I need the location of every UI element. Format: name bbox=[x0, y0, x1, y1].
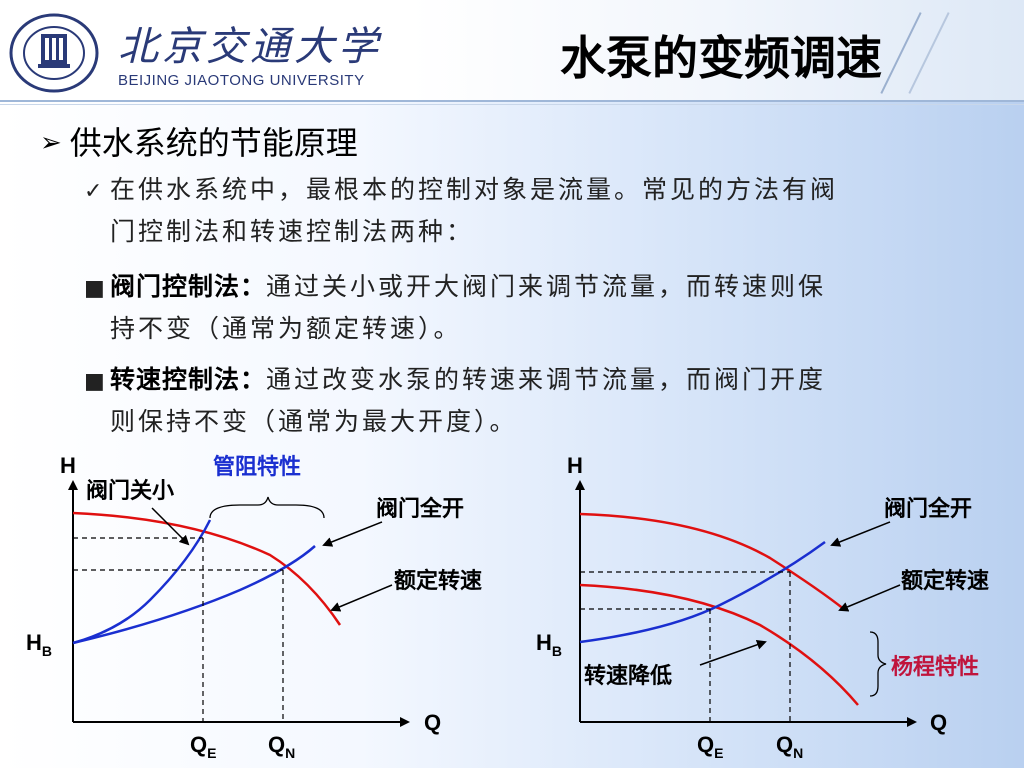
right-valve-open-label: 阀门全开 bbox=[884, 496, 972, 522]
right-x-axis-label: Q bbox=[930, 710, 947, 735]
right-brace bbox=[869, 631, 887, 697]
method-speed-line-2: 则保持不变（通常为最大开度）。 bbox=[110, 407, 518, 436]
left-pipe-curve-closed bbox=[72, 519, 212, 645]
left-qn-label: QN bbox=[268, 732, 295, 761]
left-hb-label: HB bbox=[26, 630, 52, 659]
university-seal-icon bbox=[9, 13, 99, 93]
right-hb-label: HB bbox=[536, 630, 562, 659]
square-bullet-icon: ■ bbox=[84, 369, 108, 394]
university-name-cn: 北京交通大学 bbox=[118, 24, 382, 70]
right-head-label: 杨程特性 bbox=[891, 654, 979, 680]
method-valve-label: 阀门控制法： bbox=[110, 272, 267, 301]
left-qe-label: QE bbox=[190, 732, 216, 761]
left-x-axis-label: Q bbox=[424, 710, 441, 735]
diagram-right: H Q HB QE QN 阀门全开 额定转速 转速降低 杨程特性 bbox=[536, 453, 989, 761]
method-valve-line-2: 持不变（通常为额定转速）。 bbox=[110, 314, 462, 343]
right-rated-label: 额定转速 bbox=[901, 568, 989, 594]
header-divider-thin bbox=[0, 104, 1024, 105]
left-arrow-valve-small bbox=[151, 507, 190, 546]
left-valve-open-label: 阀门全开 bbox=[376, 496, 464, 522]
right-qn-label: QN bbox=[776, 732, 803, 761]
method-valve: ■阀门控制法：通过关小或开大阀门来调节流量，而转速则保 持不变（通常为额定转速）… bbox=[84, 267, 826, 349]
square-bullet-icon: ■ bbox=[84, 276, 108, 301]
method-speed-label: 转速控制法： bbox=[110, 365, 267, 394]
header-bar bbox=[0, 0, 1024, 100]
method-valve-line-1: 通过关小或开大阀门来调节流量，而转速则保 bbox=[266, 272, 827, 301]
section-heading-text: 供水系统的节能原理 bbox=[69, 124, 358, 162]
slide-title: 水泵的变频调速 bbox=[560, 31, 882, 85]
left-y-axis-label: H bbox=[60, 453, 76, 478]
right-arrow-valve-open bbox=[830, 521, 891, 547]
header-divider bbox=[0, 100, 1024, 102]
left-pipe-curve-open bbox=[72, 545, 316, 645]
right-y-axis-label: H bbox=[567, 453, 583, 478]
right-pipe-curve bbox=[579, 540, 826, 644]
diagram-left: H Q HB QE QN 管阻特性 阀门关小 阀门全开 额定转速 bbox=[26, 453, 482, 761]
left-rated-label: 额定转速 bbox=[394, 568, 482, 594]
left-pipe-label: 管阻特性 bbox=[213, 454, 301, 480]
left-brace bbox=[209, 496, 325, 519]
right-qe-label: QE bbox=[697, 732, 723, 761]
section-heading: ➢ 供水系统的节能原理 bbox=[40, 118, 358, 164]
right-pump-curve-rated bbox=[579, 512, 846, 611]
method-speed-line-1: 通过改变水泵的转速来调节流量，而阀门开度 bbox=[266, 365, 827, 394]
checkmark-icon: ✓ bbox=[84, 179, 106, 204]
right-pump-curve-reduced bbox=[579, 583, 859, 706]
right-arrow-speed-down bbox=[699, 639, 767, 666]
intro-line-1: 在供水系统中，最根本的控制对象是流量。常见的方法有阀 bbox=[110, 175, 839, 204]
university-name-en: BEIJING JIAOTONG UNIVERSITY bbox=[118, 72, 365, 89]
method-speed: ■转速控制法：通过改变水泵的转速来调节流量，而阀门开度 则保持不变（通常为最大开… bbox=[84, 360, 826, 442]
left-valve-small-label: 阀门关小 bbox=[86, 478, 174, 504]
arrow-bullet-icon: ➢ bbox=[40, 128, 62, 158]
right-speed-down-label: 转速降低 bbox=[584, 663, 672, 689]
intro-paragraph: ✓ 在供水系统中，最根本的控制对象是流量。常见的方法有阀 门控制法和转速控制法两种… bbox=[84, 170, 838, 252]
left-arrow-valve-open bbox=[322, 521, 383, 547]
left-pump-curve bbox=[72, 511, 342, 626]
right-arrow-rated bbox=[838, 584, 901, 612]
left-arrow-rated bbox=[330, 584, 393, 612]
intro-line-2: 门控制法和转速控制法两种： bbox=[110, 217, 475, 246]
